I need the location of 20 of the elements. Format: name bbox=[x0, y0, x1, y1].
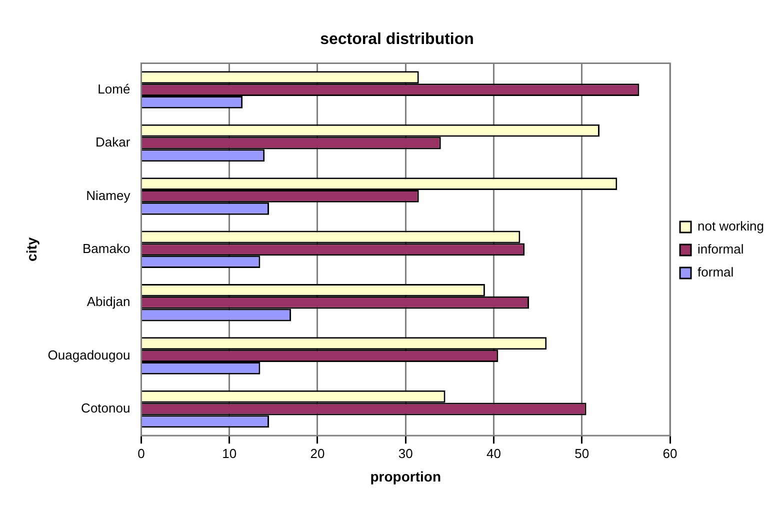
y-tick-label: Cotonou bbox=[81, 400, 130, 416]
y-tick-label: Dakar bbox=[96, 134, 131, 150]
legend-label: not working bbox=[698, 218, 764, 234]
legend-label: formal bbox=[698, 264, 734, 280]
x-axis-title: proportion bbox=[370, 468, 441, 484]
y-tick-label: Lomé bbox=[98, 81, 130, 96]
x-tick-label: 40 bbox=[486, 446, 501, 461]
x-tick-label: 20 bbox=[310, 446, 325, 461]
x-tick-label: 0 bbox=[138, 446, 145, 461]
x-tick-label: 60 bbox=[662, 446, 678, 461]
legend-label: informal bbox=[698, 242, 744, 257]
x-tick-label: 50 bbox=[574, 446, 590, 461]
x-tick-label: 10 bbox=[222, 446, 237, 461]
chart-title: sectoral distribution bbox=[320, 31, 474, 48]
x-tick-label: 30 bbox=[398, 446, 413, 461]
y-axis-title: city bbox=[23, 237, 40, 262]
y-tick-label: Abidjan bbox=[86, 294, 130, 310]
y-tick-label: Niamey bbox=[86, 188, 131, 203]
y-tick-label: Ouagadougou bbox=[48, 347, 130, 362]
y-tick-label: Bamako bbox=[82, 240, 130, 256]
